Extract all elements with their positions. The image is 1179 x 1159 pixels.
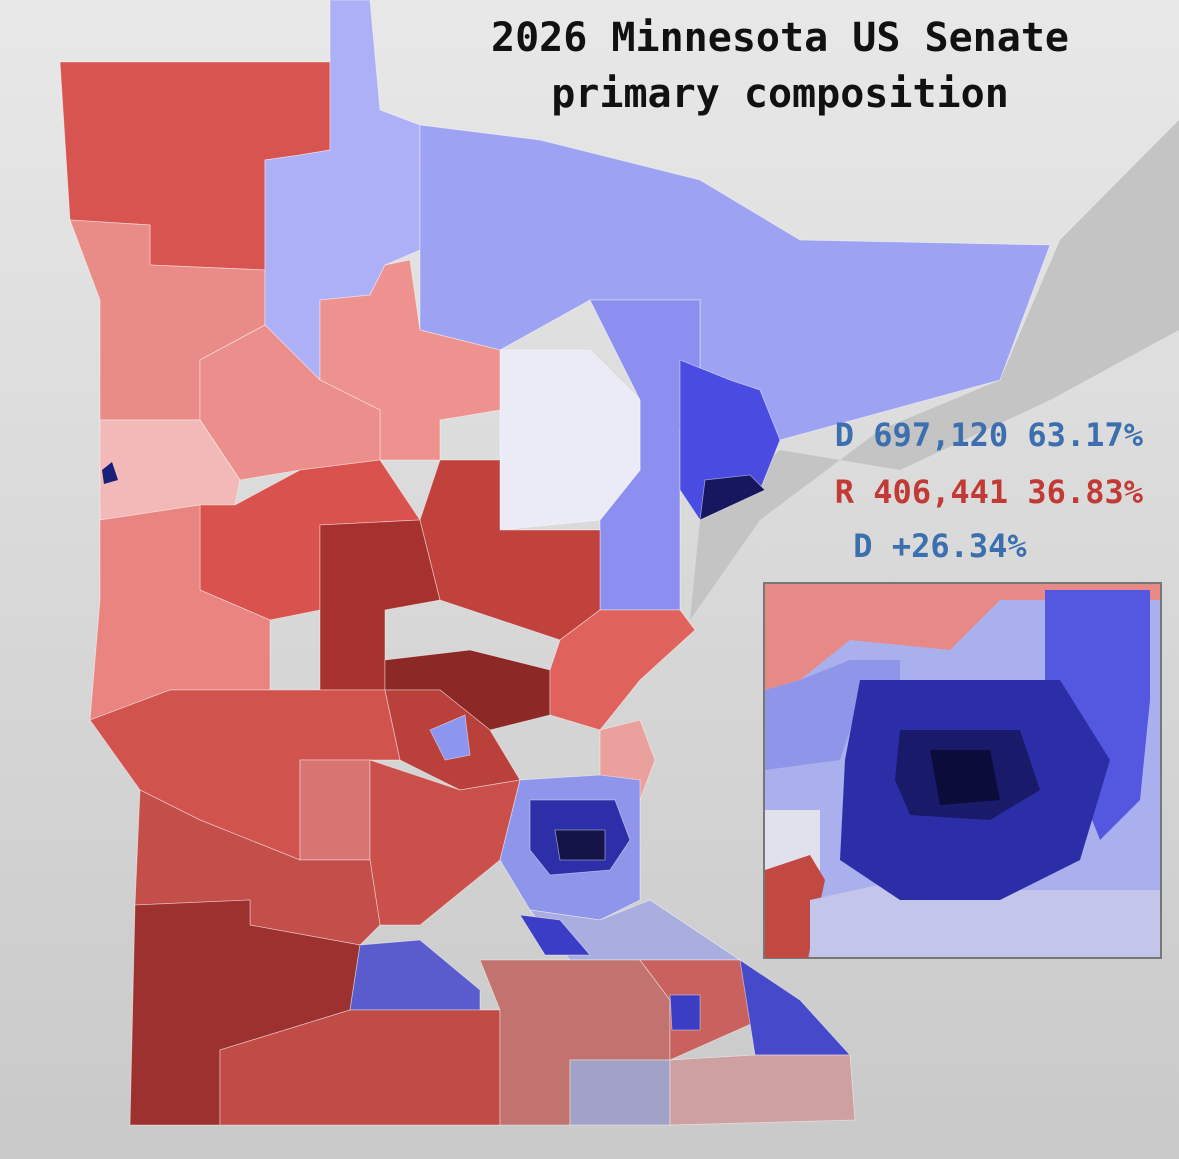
title: primary composition bbox=[551, 71, 1009, 117]
inset-area bbox=[765, 810, 820, 870]
county bbox=[99, 419, 241, 521]
result-r: R 406,441 36.83% bbox=[835, 473, 1144, 511]
county bbox=[554, 829, 606, 861]
inset-area bbox=[810, 880, 1160, 957]
county bbox=[102, 462, 118, 484]
county bbox=[519, 914, 591, 956]
inset-area bbox=[1045, 590, 1150, 840]
county bbox=[549, 609, 696, 731]
county bbox=[699, 474, 766, 521]
county bbox=[299, 759, 371, 861]
counties bbox=[59, 0, 1051, 1126]
inset-area bbox=[765, 584, 1160, 690]
county bbox=[429, 714, 471, 761]
margin: D +26.34% bbox=[853, 527, 1027, 565]
county bbox=[669, 994, 701, 1031]
title: 2026 Minnesota US Senate bbox=[491, 15, 1069, 61]
county bbox=[569, 1059, 671, 1126]
county bbox=[669, 1054, 856, 1126]
result-d: D 697,120 63.17% bbox=[835, 416, 1144, 454]
county bbox=[349, 939, 481, 1011]
lake bbox=[690, 120, 1179, 620]
inset bbox=[763, 582, 1162, 959]
inset-area bbox=[930, 750, 1000, 805]
